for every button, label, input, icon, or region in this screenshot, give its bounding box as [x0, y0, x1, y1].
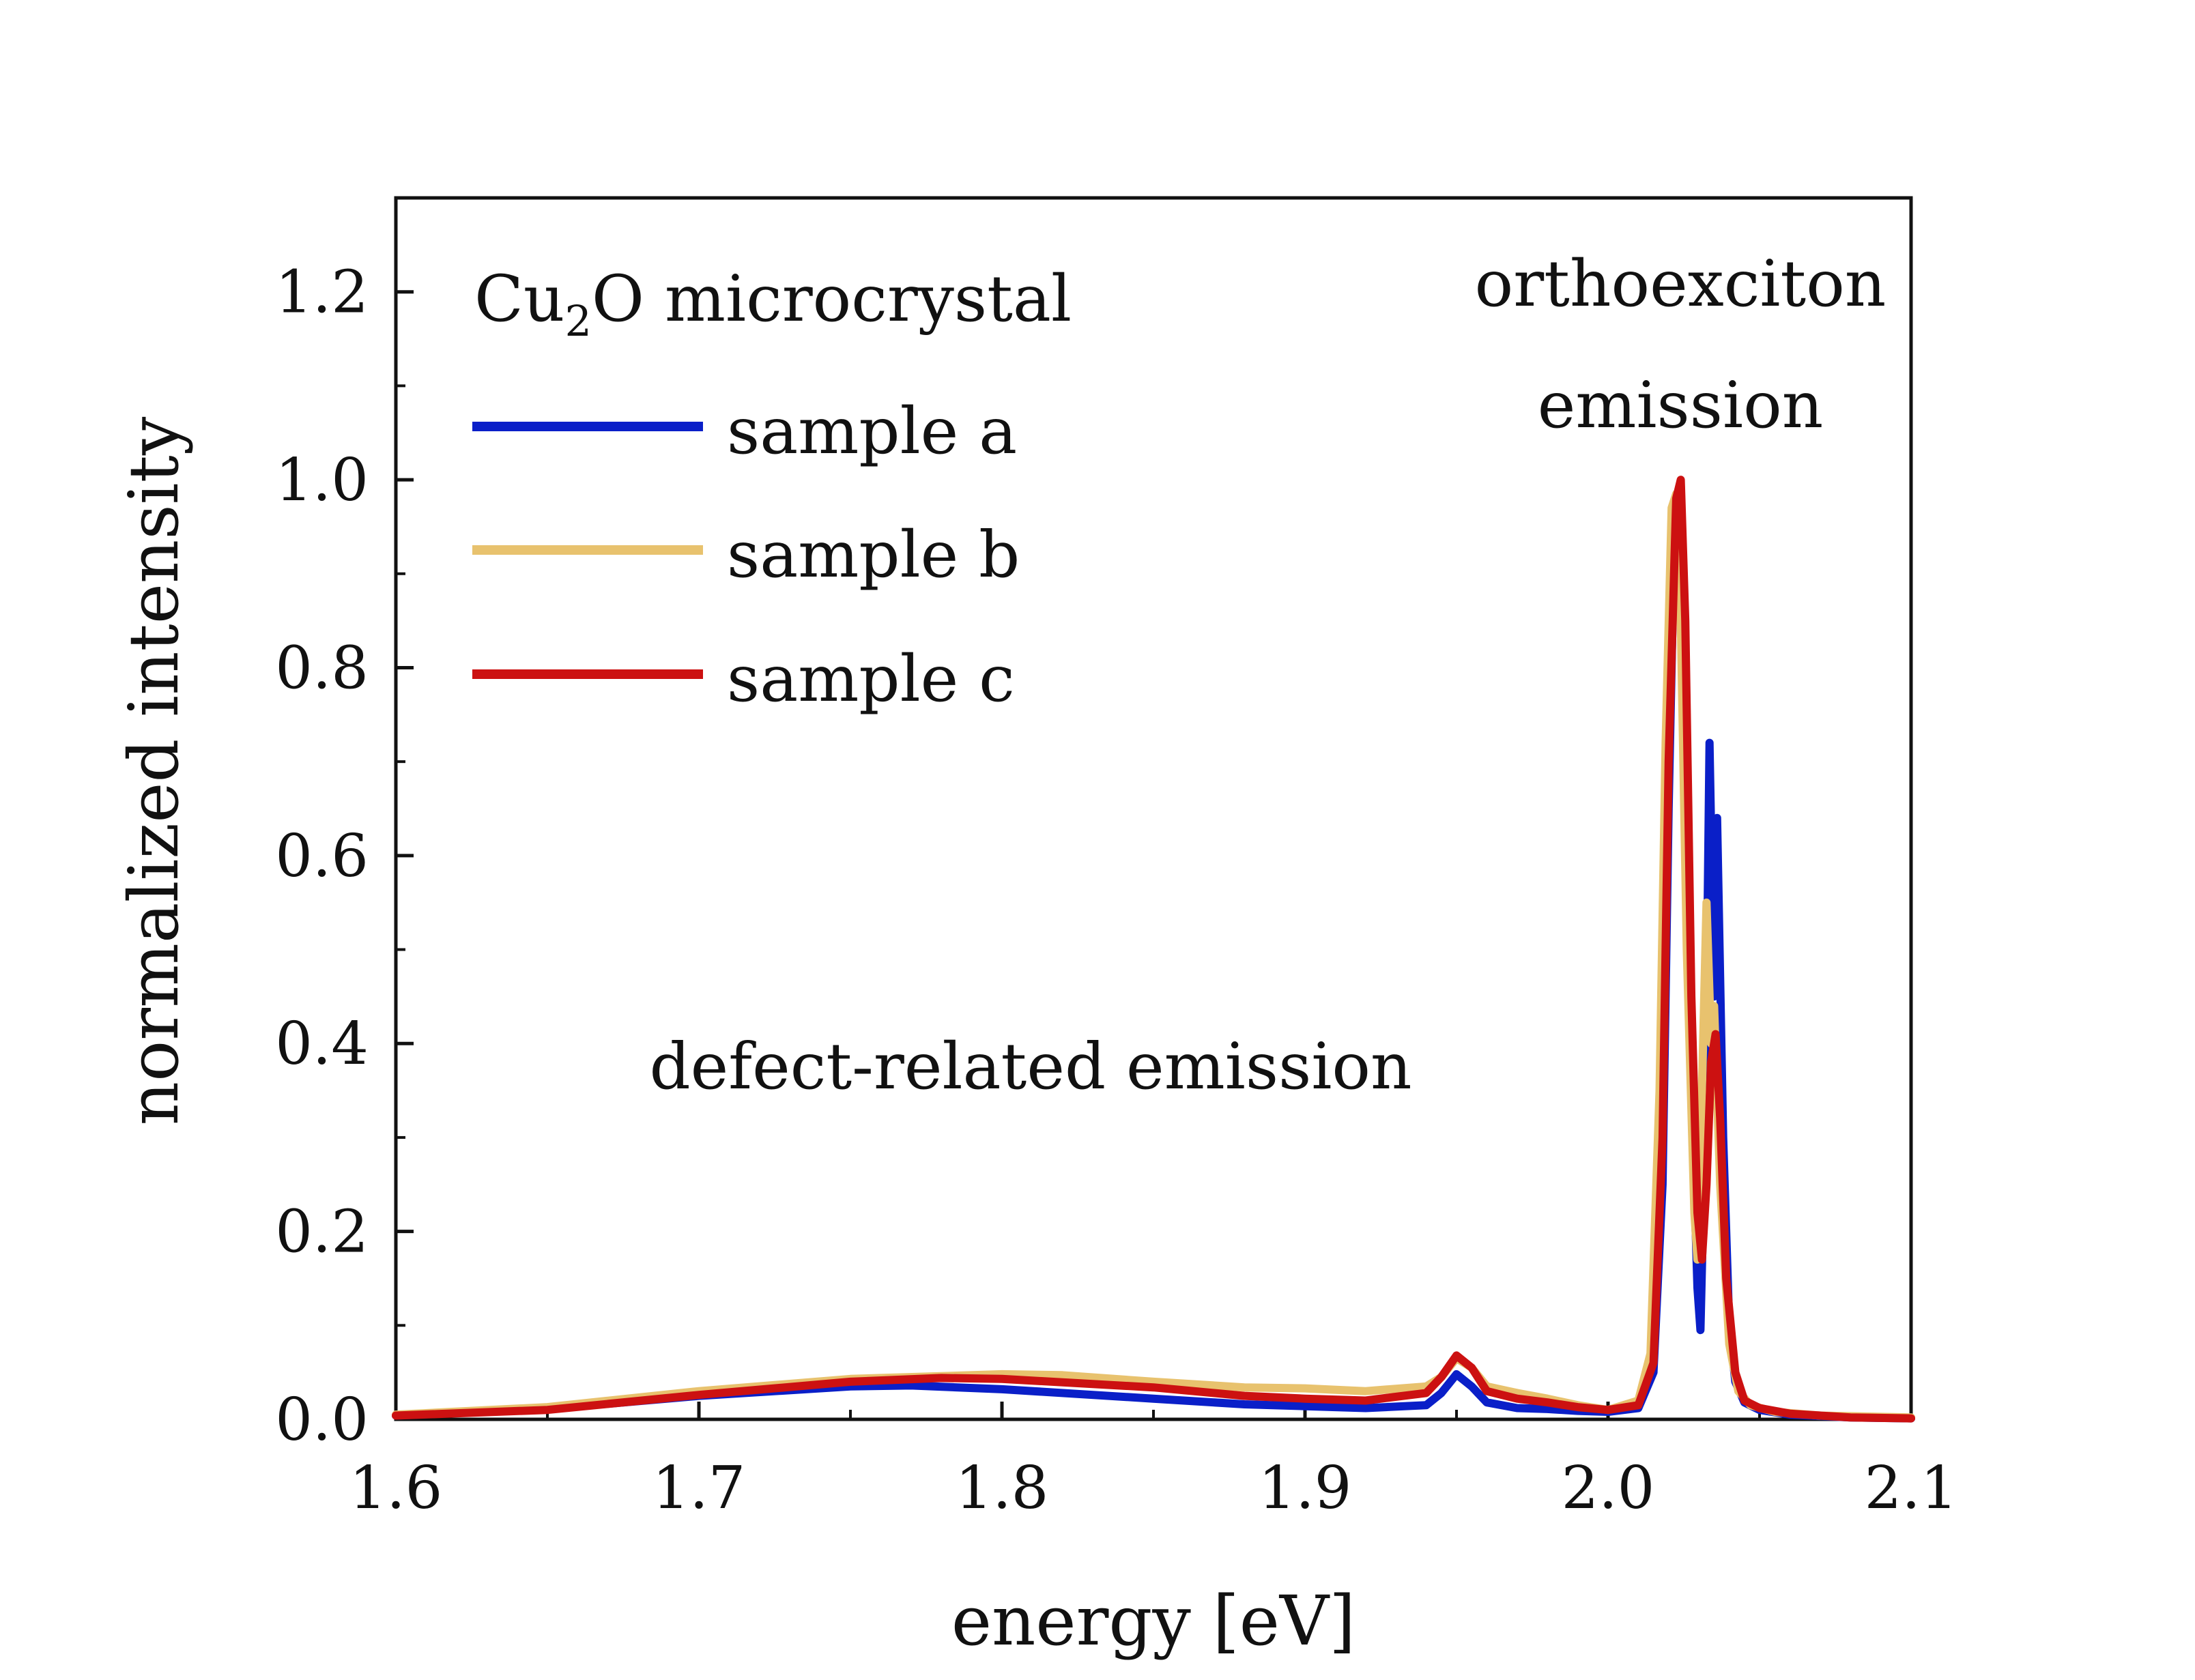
- legend-label-sample-c: sample c: [727, 642, 1015, 716]
- y-axis-ticks: 0.0 0.2 0.4 0.6 0.8 1.0 1.2: [275, 259, 414, 1454]
- y-tick-label: 0.6: [275, 822, 369, 890]
- y-tick-label: 0.4: [275, 1010, 369, 1078]
- legend-title: Cu2O microcrystal: [474, 262, 1072, 346]
- y-axis-title: normalized intensity: [114, 416, 194, 1125]
- legend-title-rest: O microcrystal: [592, 262, 1072, 336]
- x-tick-label: 2.1: [1865, 1454, 1958, 1522]
- y-tick-label: 0.0: [275, 1386, 369, 1454]
- x-axis-ticks: 1.6 1.7 1.8 1.9 2.0 2.1: [349, 1402, 1958, 1522]
- legend-title-main: Cu: [474, 262, 564, 336]
- x-axis-title: energy [eV]: [951, 1581, 1355, 1661]
- annotation-orthoexciton: orthoexciton: [1475, 247, 1886, 321]
- series-line-sample-c: [392, 476, 1915, 1423]
- annotation-defect: defect-related emission: [649, 1030, 1411, 1104]
- y-tick-label: 0.8: [275, 634, 369, 702]
- legend-label-sample-b: sample b: [727, 518, 1020, 592]
- x-tick-label: 1.7: [652, 1454, 746, 1522]
- annotation-emission: emission: [1538, 368, 1824, 443]
- legend-label-sample-a: sample a: [727, 394, 1017, 469]
- y-tick-label: 1.2: [275, 259, 369, 327]
- legend-title-sub: 2: [564, 296, 591, 346]
- y-tick-label: 0.2: [275, 1198, 369, 1266]
- legend: Cu2O microcrystal sample a sample b samp…: [472, 262, 1072, 716]
- x-tick-label: 1.6: [349, 1454, 443, 1522]
- x-tick-label: 1.8: [956, 1454, 1049, 1522]
- x-tick-label: 2.0: [1562, 1454, 1655, 1522]
- series-layer: [392, 476, 1915, 1423]
- y-tick-label: 1.0: [275, 446, 369, 515]
- x-tick-label: 1.9: [1259, 1454, 1352, 1522]
